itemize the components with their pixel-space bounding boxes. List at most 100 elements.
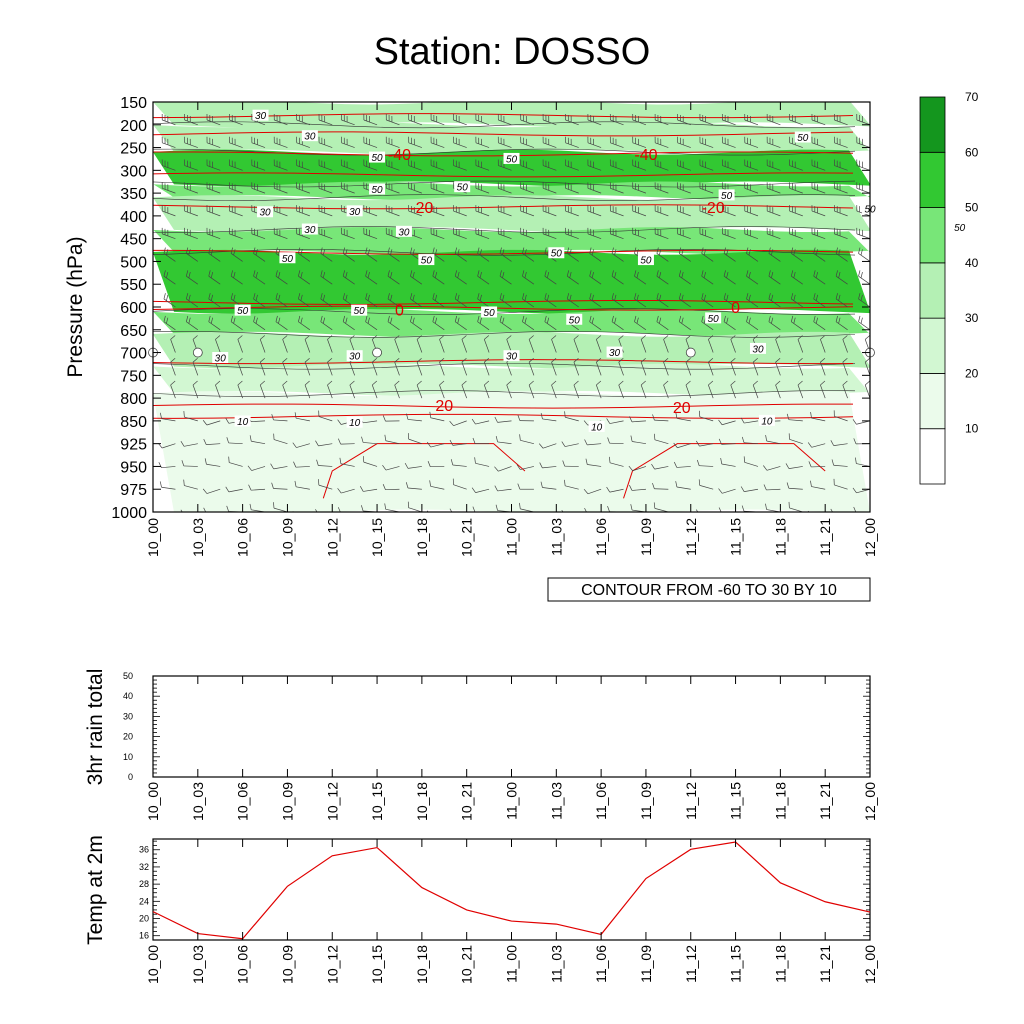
wind-barb-flag bbox=[278, 272, 281, 278]
wind-barb bbox=[365, 275, 378, 285]
wind-barb-flag bbox=[434, 272, 438, 278]
time-tick-label: 11_03 bbox=[548, 782, 564, 820]
wind-barb-flag bbox=[544, 315, 547, 322]
wind-barb-flag bbox=[614, 272, 617, 278]
wind-barb-flag bbox=[673, 461, 678, 468]
wind-barb bbox=[452, 464, 467, 467]
wind-barb-flag bbox=[573, 335, 579, 340]
colorbar-tick-label: 10 bbox=[965, 422, 979, 436]
wind-barb-flag bbox=[382, 464, 387, 471]
rh-contour-label: 30 bbox=[349, 352, 361, 363]
wind-barb-flag bbox=[748, 294, 751, 301]
rh-contour bbox=[153, 194, 856, 201]
wind-barb bbox=[341, 187, 355, 194]
wind-barb-flag bbox=[720, 458, 723, 465]
wind-barb-flag bbox=[573, 380, 579, 386]
wind-barb-flag bbox=[248, 484, 252, 491]
wind-barb bbox=[298, 253, 311, 262]
wind-barb-flag bbox=[327, 380, 333, 386]
wind-barb-flag bbox=[472, 437, 476, 444]
wind-barb bbox=[699, 187, 714, 194]
wind-barb-flag bbox=[573, 357, 579, 363]
wind-barb bbox=[296, 119, 310, 126]
wind-barb bbox=[228, 442, 243, 445]
wind-barb-flag bbox=[294, 480, 297, 487]
wind-barb bbox=[387, 253, 400, 262]
temperature-contour-lines bbox=[153, 113, 854, 499]
wind-barb-flag bbox=[790, 293, 794, 300]
wind-barb bbox=[230, 275, 243, 285]
wind-barb bbox=[208, 253, 221, 262]
rh-contour bbox=[153, 390, 856, 397]
wind-barb-flag bbox=[429, 411, 431, 418]
wind-barb-flag bbox=[629, 484, 633, 491]
wind-barb-flag bbox=[215, 335, 221, 340]
wind-barb-flag bbox=[322, 249, 326, 256]
rain-tick-label: 10 bbox=[123, 752, 133, 762]
wind-barb bbox=[408, 507, 422, 512]
wind-barb-flag bbox=[517, 414, 521, 421]
wind-barb-flag bbox=[499, 247, 502, 254]
temperature-contour bbox=[153, 172, 854, 178]
wind-barb bbox=[834, 233, 848, 239]
wind-barb bbox=[834, 484, 848, 490]
wind-barb-flag bbox=[546, 272, 550, 278]
wind-barb bbox=[820, 362, 826, 376]
wind-barb bbox=[363, 233, 378, 239]
wind-barb bbox=[589, 321, 602, 331]
wind-barb bbox=[858, 253, 870, 262]
wind-barb-flag bbox=[454, 293, 458, 300]
wind-barb-flag bbox=[551, 335, 557, 340]
pressure-tick-label: 975 bbox=[120, 482, 147, 499]
pressure-tick-label: 450 bbox=[120, 232, 147, 249]
wind-barb bbox=[744, 462, 759, 467]
wind-barb bbox=[432, 275, 445, 285]
wind-barb bbox=[663, 339, 669, 353]
temperature-contour-label: 0 bbox=[395, 302, 404, 319]
wind-barb-flag bbox=[658, 249, 662, 256]
wind-barb-flag bbox=[569, 272, 572, 278]
wind-barb-flag bbox=[697, 459, 700, 466]
wind-barb-flag bbox=[524, 294, 527, 301]
temperature-y-axis: 16 20 24 28 32 36 bbox=[139, 840, 870, 941]
wind-barb-flag bbox=[405, 482, 409, 489]
rh-contour-label: 50 bbox=[421, 256, 433, 267]
wind-barb-flag bbox=[461, 335, 467, 340]
pressure-tick-label: 600 bbox=[120, 300, 147, 317]
wind-barb bbox=[596, 384, 602, 399]
wind-barb bbox=[746, 298, 759, 308]
wind-barb-flag bbox=[479, 249, 482, 256]
wind-barb bbox=[161, 466, 176, 469]
time-tick-label: 10_09 bbox=[279, 782, 295, 821]
wind-barb bbox=[286, 102, 288, 103]
wind-barb bbox=[811, 119, 826, 126]
wind-barb bbox=[856, 233, 870, 239]
wind-barb-flag bbox=[723, 270, 726, 277]
rh-contour-label: 30 bbox=[349, 207, 361, 218]
wind-barb bbox=[542, 487, 557, 490]
wind-barb bbox=[394, 384, 400, 399]
wind-barb bbox=[811, 210, 826, 217]
wind-barb bbox=[699, 465, 714, 467]
wind-barb-flag bbox=[701, 270, 704, 277]
wind-barb-flag bbox=[785, 463, 790, 469]
wind-barb bbox=[756, 102, 758, 103]
wind-barb-flag bbox=[640, 357, 646, 363]
wind-barb bbox=[610, 210, 624, 217]
wind-barb bbox=[779, 102, 781, 103]
wind-barb-flag bbox=[225, 486, 230, 493]
wind-barb-flag bbox=[181, 460, 185, 467]
wind-barb-flag bbox=[561, 509, 564, 512]
wind-barb bbox=[813, 321, 826, 331]
wind-barb-flag bbox=[416, 380, 422, 386]
time-tick-label: 11_03 bbox=[548, 945, 564, 983]
wind-barb-flag bbox=[566, 270, 570, 277]
wind-barb bbox=[363, 488, 378, 492]
wind-barb bbox=[208, 321, 221, 331]
wind-barb-flag bbox=[636, 317, 639, 324]
wind-barb-flag bbox=[815, 272, 818, 278]
wind-barb-flag bbox=[404, 462, 409, 469]
wind-barb-flag bbox=[539, 512, 543, 517]
wind-barb-flag bbox=[479, 294, 482, 301]
wind-barb bbox=[565, 187, 579, 194]
